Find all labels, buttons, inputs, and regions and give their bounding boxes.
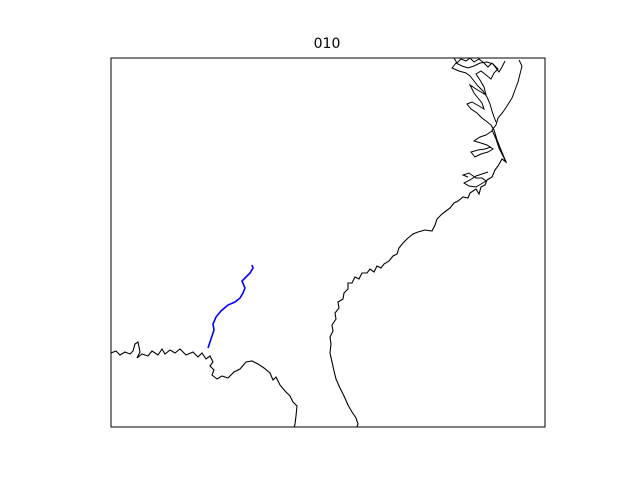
map-frame — [110, 57, 546, 428]
coastline-chesapeake — [491, 59, 523, 163]
map-title: 010 — [314, 36, 341, 52]
coastline-atlantic — [329, 124, 508, 427]
coastline-bay-inlets — [470, 130, 494, 158]
coastline-north — [453, 58, 506, 73]
map-area — [111, 58, 523, 427]
storm-track — [207, 264, 254, 349]
coastline-gulf — [111, 341, 298, 427]
coastline-bay-west — [451, 61, 499, 126]
coastline-sounds — [461, 171, 489, 188]
